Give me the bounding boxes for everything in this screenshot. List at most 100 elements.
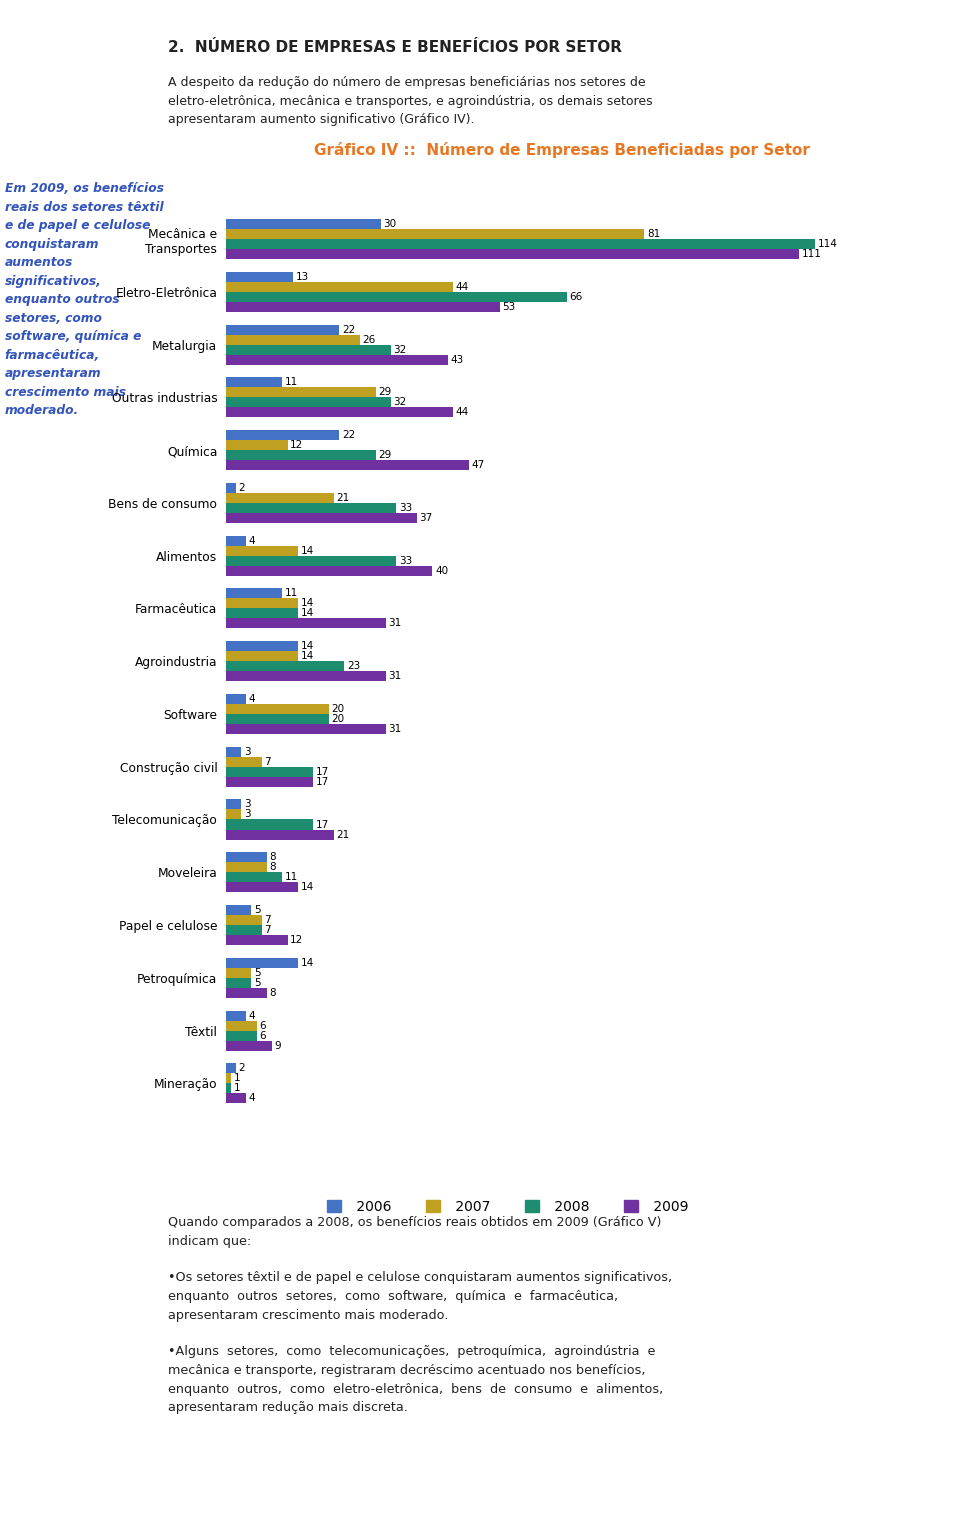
Text: 43: 43 [450, 354, 464, 365]
Text: 4: 4 [249, 695, 255, 704]
Bar [226, 354, 448, 365]
Text: 11: 11 [285, 588, 299, 599]
Bar [226, 651, 298, 661]
Bar [226, 1084, 230, 1093]
Text: 8: 8 [270, 853, 276, 862]
Bar [226, 535, 247, 546]
Text: 2: 2 [238, 1064, 245, 1073]
Text: 17: 17 [316, 766, 329, 777]
Bar [226, 599, 298, 608]
Bar [226, 512, 417, 523]
Bar [226, 695, 247, 704]
Bar [226, 556, 396, 565]
Bar [226, 882, 298, 892]
Text: 7: 7 [264, 757, 271, 766]
Text: 14: 14 [300, 608, 314, 619]
Bar [226, 1031, 256, 1041]
Bar [226, 757, 262, 766]
Text: 6: 6 [259, 1031, 266, 1041]
Bar [226, 1041, 272, 1050]
Text: 7: 7 [264, 915, 271, 926]
Bar [226, 281, 453, 292]
Text: 14: 14 [300, 882, 314, 892]
Text: 11: 11 [285, 377, 299, 388]
Bar [226, 1011, 247, 1020]
Text: 17: 17 [316, 819, 329, 830]
Bar [226, 872, 282, 882]
Text: 3: 3 [244, 746, 251, 757]
Text: 5: 5 [254, 977, 261, 988]
Bar [226, 672, 386, 681]
Text: 40: 40 [435, 565, 448, 576]
Text: 66: 66 [569, 292, 583, 302]
Bar [226, 1093, 247, 1104]
Bar [226, 239, 815, 249]
Bar [226, 430, 339, 441]
Text: 22: 22 [342, 325, 355, 334]
Text: 14: 14 [300, 546, 314, 556]
Text: 33: 33 [398, 556, 412, 565]
Bar [226, 608, 298, 619]
Bar [226, 800, 241, 810]
Bar [226, 302, 499, 312]
Bar [226, 619, 386, 628]
Text: 23: 23 [348, 661, 360, 672]
Bar [226, 441, 288, 450]
Bar [226, 461, 468, 470]
Text: 81: 81 [647, 230, 660, 239]
Bar [226, 407, 453, 418]
Bar [226, 503, 396, 512]
Bar [226, 968, 252, 977]
Bar [226, 777, 314, 787]
Bar [226, 325, 339, 334]
Text: 14: 14 [300, 958, 314, 968]
Bar [226, 219, 381, 230]
Text: 12: 12 [290, 441, 303, 450]
Bar [226, 915, 262, 926]
Bar [226, 588, 282, 599]
Bar [226, 766, 314, 777]
Text: 30: 30 [383, 219, 396, 230]
Text: 3: 3 [244, 810, 251, 819]
Text: 31: 31 [389, 724, 401, 734]
Bar [226, 904, 252, 915]
Text: 1: 1 [233, 1073, 240, 1084]
Text: 5: 5 [254, 968, 261, 977]
Text: 33: 33 [398, 503, 412, 512]
Text: 20: 20 [331, 704, 345, 714]
Text: 5: 5 [254, 904, 261, 915]
Bar [226, 272, 293, 281]
Bar [226, 641, 298, 651]
Bar [226, 724, 386, 734]
Bar [226, 345, 391, 354]
Bar [226, 1064, 236, 1073]
Bar [226, 492, 334, 503]
Bar [226, 230, 644, 239]
Text: 29: 29 [378, 388, 392, 397]
Text: 17: 17 [316, 777, 329, 787]
Text: 26: 26 [363, 334, 375, 345]
Text: 3: 3 [244, 800, 251, 810]
Bar [226, 714, 329, 724]
Text: 14: 14 [300, 599, 314, 608]
Text: Em 2009, os benefícios
reais dos setores têxtil
e de papel e celulose
conquistar: Em 2009, os benefícios reais dos setores… [5, 182, 163, 418]
Text: 21: 21 [337, 492, 350, 503]
Text: 1: 1 [233, 1084, 240, 1093]
Text: 47: 47 [471, 461, 485, 470]
Bar [226, 977, 252, 988]
Bar [226, 853, 267, 862]
Text: 14: 14 [300, 641, 314, 651]
Bar [226, 388, 375, 397]
Text: 44: 44 [456, 281, 468, 292]
Text: 53: 53 [502, 302, 516, 312]
Bar [226, 958, 298, 968]
Bar [226, 810, 241, 819]
Text: 6: 6 [259, 1020, 266, 1031]
Bar [226, 935, 288, 945]
Bar [226, 704, 329, 714]
Text: A despeito da redução do número de empresas beneficiárias nos setores de
eletro-: A despeito da redução do número de empre… [168, 76, 653, 126]
Text: 9: 9 [275, 1041, 281, 1050]
Bar [226, 988, 267, 997]
Text: 21: 21 [337, 830, 350, 839]
Text: 31: 31 [389, 672, 401, 681]
